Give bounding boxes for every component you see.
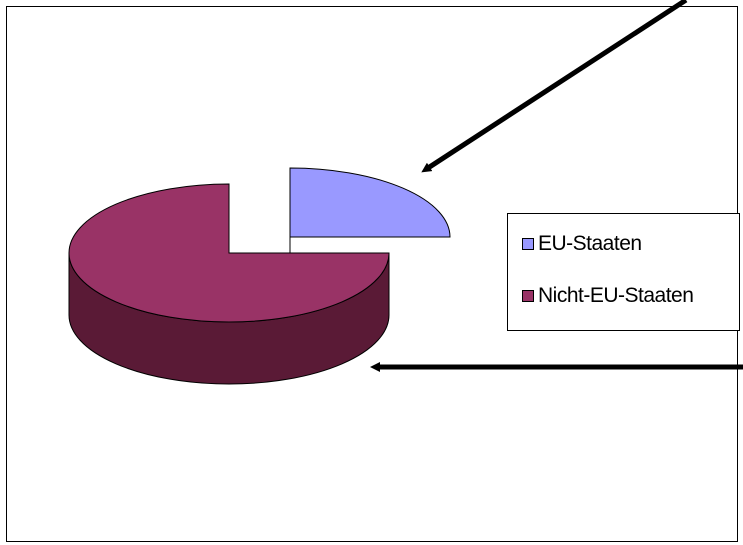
pie-slices xyxy=(68,167,451,385)
legend-item-non-eu: Nicht-EU-Staaten xyxy=(522,284,694,308)
legend-item-eu: EU-Staaten xyxy=(522,232,642,256)
legend-swatch-non-eu xyxy=(522,290,534,302)
pie-slice-eu xyxy=(289,167,451,238)
legend-swatch-eu xyxy=(522,238,534,250)
pie-slice-non-eu xyxy=(68,183,390,323)
legend-label-eu: EU-Staaten xyxy=(538,232,642,255)
annotation-arrow-eu xyxy=(421,0,688,173)
legend: EU-Staaten Nicht-EU-Staaten xyxy=(507,213,740,331)
legend-label-non-eu: Nicht-EU-Staaten xyxy=(538,284,694,307)
